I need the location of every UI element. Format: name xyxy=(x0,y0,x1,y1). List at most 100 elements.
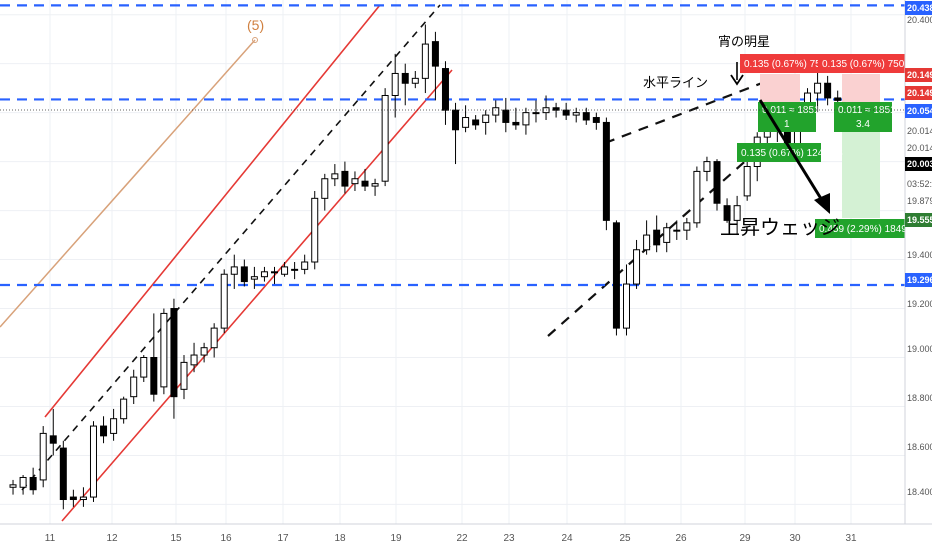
grid xyxy=(0,0,905,524)
candle-body-down xyxy=(653,229,661,246)
candle-body-up xyxy=(110,418,118,434)
horizontal-line-label: 水平ライン xyxy=(643,75,708,90)
text-annotations: 宵の明星 水平ライン 上昇ウェッジ xyxy=(643,34,840,239)
candle-body-down xyxy=(49,435,57,444)
candle-body-up xyxy=(200,347,208,356)
candle xyxy=(311,190,319,270)
candle-body-down xyxy=(69,496,77,501)
candle xyxy=(29,467,37,495)
candle-body-down xyxy=(592,117,600,123)
candle-body-down xyxy=(59,447,67,501)
candle xyxy=(663,222,671,253)
price-label-text: 20.438 xyxy=(907,3,932,13)
candle-body-up xyxy=(814,82,822,94)
candle xyxy=(512,107,520,130)
channel-lower-line xyxy=(61,69,453,522)
candle xyxy=(210,323,218,358)
price-label-text: 19.400 xyxy=(907,250,932,260)
candle xyxy=(633,239,641,289)
candles xyxy=(9,24,842,510)
price-label-text: 20.014 xyxy=(907,126,932,136)
candle-body-up xyxy=(673,229,681,232)
price-label-text: 19.000 xyxy=(907,344,932,354)
candle xyxy=(482,110,490,135)
candle xyxy=(321,173,329,211)
price-label: 19.879 xyxy=(907,196,932,206)
position-2-target-zone xyxy=(842,74,880,106)
candle xyxy=(532,100,540,123)
price-label-text: 19.879 xyxy=(907,196,932,206)
candle-body-down xyxy=(602,121,610,221)
candle xyxy=(59,440,67,510)
candle-body-up xyxy=(130,376,138,398)
price-label-bg xyxy=(905,213,932,227)
price-label-bg xyxy=(905,104,932,118)
candle xyxy=(110,408,118,441)
candle xyxy=(703,156,711,182)
candle-body-up xyxy=(271,271,279,274)
price-label: 20.149 xyxy=(905,68,932,82)
candle xyxy=(743,161,751,201)
candle xyxy=(814,71,822,113)
candle-body-up xyxy=(663,227,671,243)
candle-body-up xyxy=(572,112,580,116)
forecast-arrow xyxy=(758,99,830,211)
candle-body-up xyxy=(703,161,711,172)
position-1-ratio-label: 1 xyxy=(784,119,790,130)
candle-body-up xyxy=(381,94,389,182)
position-1-target-zone xyxy=(760,74,800,106)
candle-body-up xyxy=(633,249,641,285)
price-label-text: 19.200 xyxy=(907,299,932,309)
x-tick-label: 19 xyxy=(390,533,402,544)
candle-body-down xyxy=(100,425,108,437)
candle-body-up xyxy=(281,266,289,275)
candle xyxy=(713,159,721,211)
candle xyxy=(190,342,198,373)
candle xyxy=(19,475,27,495)
channel-mid-line xyxy=(21,4,441,491)
candle xyxy=(9,479,17,495)
candle-body-down xyxy=(472,119,480,126)
x-tick-label: 23 xyxy=(503,533,515,544)
price-label-text: 20.400 xyxy=(907,15,932,25)
price-label: 20.014 xyxy=(907,143,932,153)
candle xyxy=(502,97,510,133)
candle-body-up xyxy=(743,166,751,197)
candle-body-up xyxy=(260,271,268,278)
candle xyxy=(492,100,500,123)
position-2-rr-label: 0.011 ≈ 1851 xyxy=(838,105,896,116)
candle-body-down xyxy=(834,97,842,101)
x-tick-label: 17 xyxy=(277,533,289,544)
candle xyxy=(130,369,138,405)
candle xyxy=(612,220,620,336)
candle-body-up xyxy=(492,107,500,116)
price-label-text: 20.149 xyxy=(907,70,932,80)
candle-body-up xyxy=(250,276,258,280)
candle-body-down xyxy=(582,112,590,121)
candle xyxy=(602,117,610,231)
candle-body-up xyxy=(301,261,309,270)
price-label-bg xyxy=(905,273,932,287)
price-label-bg xyxy=(905,68,932,82)
candle-body-up xyxy=(331,173,339,180)
candle-body-down xyxy=(401,72,409,84)
candle-body-down xyxy=(170,308,178,398)
price-axis[interactable]: 20.438 20.400 20.149 20.149 20.054 20.014 20.0… xyxy=(904,0,932,524)
price-label: 20.149 xyxy=(905,86,932,100)
candle xyxy=(401,63,409,106)
position-1-stop-box xyxy=(737,143,821,162)
x-tick-label: 24 xyxy=(561,533,573,544)
x-tick-label: 15 xyxy=(170,533,182,544)
candle xyxy=(824,75,832,106)
candle-body-up xyxy=(230,266,238,275)
candle-body-up xyxy=(39,432,47,481)
candle xyxy=(200,342,208,363)
time-axis[interactable]: 11 12 15 16 17 18 19 22 23 24 25 26 29 30 31 xyxy=(0,523,932,544)
candle-body-up xyxy=(462,117,470,128)
candle xyxy=(622,264,630,336)
candle-body-up xyxy=(140,356,148,378)
candle xyxy=(281,262,289,277)
horizontal-levels xyxy=(0,4,905,287)
candle-body-up xyxy=(391,72,399,96)
